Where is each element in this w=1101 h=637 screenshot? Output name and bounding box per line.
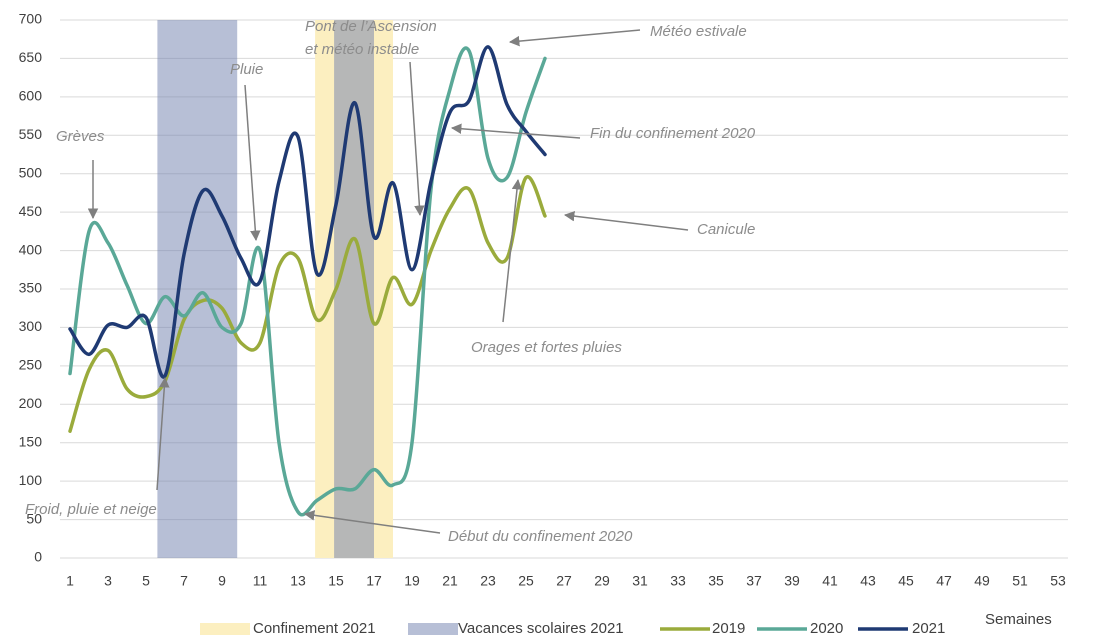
x-tick-label: 13 xyxy=(290,573,306,589)
legend-swatch xyxy=(200,623,250,635)
annotation-arrow xyxy=(508,29,641,47)
legend-label: 2020 xyxy=(810,620,843,637)
y-tick-label: 400 xyxy=(19,241,43,257)
band xyxy=(334,20,374,558)
annotation-arrow xyxy=(563,210,689,231)
series-line xyxy=(68,45,547,379)
x-tick-label: 35 xyxy=(708,573,724,589)
annotation: Orages et fortes pluies xyxy=(471,339,622,356)
x-tick-label: 37 xyxy=(746,573,762,589)
y-tick-label: 50 xyxy=(26,510,42,526)
x-tick-label: 21 xyxy=(442,573,458,589)
annotation: Froid, pluie et neige xyxy=(25,501,157,518)
legend-label: Confinement 2021 xyxy=(253,620,376,637)
x-tick-label: 5 xyxy=(142,573,150,589)
x-tick-label: 27 xyxy=(556,573,572,589)
x-tick-label: 25 xyxy=(518,573,534,589)
x-tick-label: 51 xyxy=(1012,573,1028,589)
y-tick-label: 550 xyxy=(19,126,43,142)
y-tick-label: 450 xyxy=(19,203,43,219)
legend-label: 2021 xyxy=(912,620,945,637)
y-tick-label: 0 xyxy=(34,549,42,565)
annotation-arrow xyxy=(156,376,170,491)
x-axis-label: Semaines xyxy=(985,611,1052,628)
x-tick-label: 23 xyxy=(480,573,496,589)
annotation-arrow xyxy=(244,84,261,242)
x-tick-label: 33 xyxy=(670,573,686,589)
x-tick-label: 43 xyxy=(860,573,876,589)
legend-label: Vacances scolaires 2021 xyxy=(458,620,624,637)
y-tick-label: 300 xyxy=(19,318,43,334)
band xyxy=(157,20,238,558)
annotation: Météo estivale xyxy=(650,23,747,40)
annotation-arrow xyxy=(502,178,523,323)
x-tick-label: 39 xyxy=(784,573,800,589)
x-tick-label: 3 xyxy=(104,573,112,589)
x-tick-label: 45 xyxy=(898,573,914,589)
y-tick-label: 100 xyxy=(19,472,43,488)
annotation-arrow xyxy=(303,510,441,534)
annotation-arrow xyxy=(409,61,425,217)
x-tick-label: 47 xyxy=(936,573,952,589)
x-tick-label: 17 xyxy=(366,573,382,589)
x-tick-label: 7 xyxy=(180,573,188,589)
y-tick-label: 600 xyxy=(19,88,43,104)
annotation: Début du confinement 2020 xyxy=(448,528,633,545)
x-tick-label: 11 xyxy=(253,573,268,589)
y-tick-label: 700 xyxy=(19,11,43,27)
x-tick-label: 15 xyxy=(328,573,344,589)
x-tick-label: 53 xyxy=(1050,573,1066,589)
annotation: Canicule xyxy=(697,221,755,238)
y-tick-label: 250 xyxy=(19,357,43,373)
legend-label: 2019 xyxy=(712,620,745,637)
annotation: Grèves xyxy=(56,128,105,145)
x-tick-label: 31 xyxy=(632,573,648,589)
x-tick-label: 49 xyxy=(974,573,990,589)
annotation-arrow xyxy=(450,123,581,139)
y-tick-label: 350 xyxy=(19,280,43,296)
x-tick-label: 41 xyxy=(822,573,838,589)
x-tick-label: 19 xyxy=(404,573,420,589)
y-tick-label: 150 xyxy=(19,433,43,449)
series-line xyxy=(68,175,547,433)
annotation: et météo instable xyxy=(305,41,419,58)
annotation: Fin du confinement 2020 xyxy=(590,125,756,142)
legend-swatch xyxy=(408,623,458,635)
y-tick-label: 200 xyxy=(19,395,43,411)
x-tick-label: 9 xyxy=(218,573,226,589)
series-line xyxy=(68,46,547,517)
x-tick-label: 29 xyxy=(594,573,610,589)
annotation: Pont de l’Ascension xyxy=(305,18,437,35)
annotation: Pluie xyxy=(230,61,263,78)
x-tick-label: 1 xyxy=(66,573,74,589)
y-tick-label: 500 xyxy=(19,164,43,180)
y-tick-label: 650 xyxy=(19,49,43,65)
